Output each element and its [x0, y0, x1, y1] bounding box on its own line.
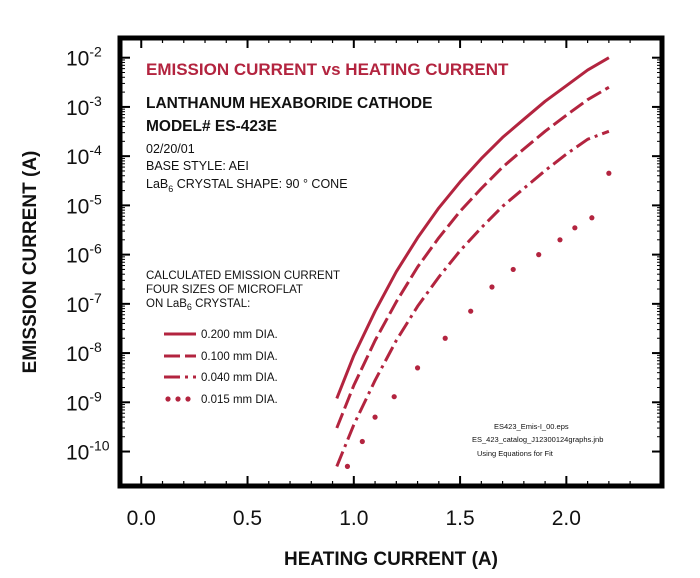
x-tick-label: 1.0	[339, 507, 368, 530]
legend-label: 0.015 mm DIA.	[201, 394, 278, 406]
legend-swatch	[175, 396, 181, 402]
legend-heading-3: ON LaB6 CRYSTAL:	[146, 298, 250, 312]
series-line	[335, 86, 610, 429]
y-tick-label: 10-8	[66, 339, 102, 366]
series-point	[372, 414, 378, 420]
series-point	[391, 394, 397, 400]
series-line	[335, 56, 610, 399]
legend-label: 0.200 mm DIA.	[201, 329, 278, 341]
legend-heading-3-pre: ON LaB	[146, 298, 187, 310]
date-text: 02/20/01	[146, 142, 195, 156]
legend-heading-1: CALCULATED EMISSION CURRENT	[146, 270, 340, 282]
legend-heading-3-post: CRYSTAL:	[192, 298, 250, 310]
series-point	[606, 170, 612, 176]
crystal-shape-sub: 6	[168, 184, 173, 194]
series-point	[414, 365, 421, 371]
series-group	[335, 56, 612, 469]
series-point	[468, 308, 474, 314]
x-tick-label: 2.0	[552, 507, 581, 530]
x-axis-title: HEATING CURRENT (A)	[284, 549, 498, 570]
legend-heading-2: FOUR SIZES OF MICROFLAT	[146, 284, 303, 296]
file-note-2: ES_423_catalog_J12300124graphs.jnb	[472, 435, 603, 444]
series-point	[442, 335, 448, 341]
series-point	[572, 225, 578, 231]
y-tick-label: 10-7	[66, 290, 102, 317]
file-note-1: ES423_Emis-I_00.eps	[494, 422, 569, 431]
x-tick-label: 0.5	[233, 507, 262, 530]
legend-swatch	[165, 396, 171, 402]
chart-title: EMISSION CURRENT vs HEATING CURRENT	[146, 60, 509, 79]
y-tick-label: 10-10	[66, 438, 110, 465]
series-point	[589, 215, 595, 221]
x-tick-label: 1.5	[445, 507, 474, 530]
x-axis-ticks: 0.0 0.5 1.0 1.5 2.0	[127, 38, 631, 530]
series-point	[510, 266, 516, 273]
series-line	[335, 129, 610, 467]
series-point	[557, 237, 563, 243]
y-axis-title: EMISSION CURRENT (A)	[20, 151, 41, 374]
y-axis-ticks: 10-10 10-9 10-8 10-7 10-6 10-5 10-4 10-3 10-2	[66, 44, 662, 465]
y-tick-label: 10-3	[66, 93, 102, 120]
crystal-shape-post: CRYSTAL SHAPE: 90 ° CONE	[173, 177, 347, 191]
legend-label: 0.040 mm DIA.	[201, 372, 278, 384]
legend-label: 0.100 mm DIA.	[201, 351, 278, 363]
y-tick-label: 10-6	[66, 241, 102, 268]
y-tick-label: 10-4	[66, 142, 102, 169]
legend-heading-3-sub: 6	[187, 302, 192, 312]
y-tick-label: 10-5	[66, 191, 102, 218]
series-point	[489, 284, 495, 290]
y-tick-label: 10-9	[66, 388, 102, 415]
series-point	[344, 463, 351, 469]
file-note-3: Using Equations for Fit	[477, 449, 554, 458]
legend: 0.200 mm DIA. 0.100 mm DIA. 0.040 mm DIA. 0…	[164, 329, 278, 406]
series-point	[536, 252, 542, 258]
subtitle-line-1: LANTHANUM HEXABORIDE CATHODE	[146, 95, 432, 112]
crystal-shape-pre: LaB	[146, 177, 168, 191]
legend-swatch	[185, 396, 191, 402]
crystal-shape-text: LaB6 CRYSTAL SHAPE: 90 ° CONE	[146, 177, 348, 194]
y-tick-label: 10-2	[66, 44, 102, 71]
x-tick-label: 0.0	[127, 507, 156, 530]
series-point	[359, 438, 365, 445]
base-style-text: BASE STYLE: AEI	[146, 159, 249, 173]
subtitle-line-2: MODEL# ES-423E	[146, 118, 277, 135]
